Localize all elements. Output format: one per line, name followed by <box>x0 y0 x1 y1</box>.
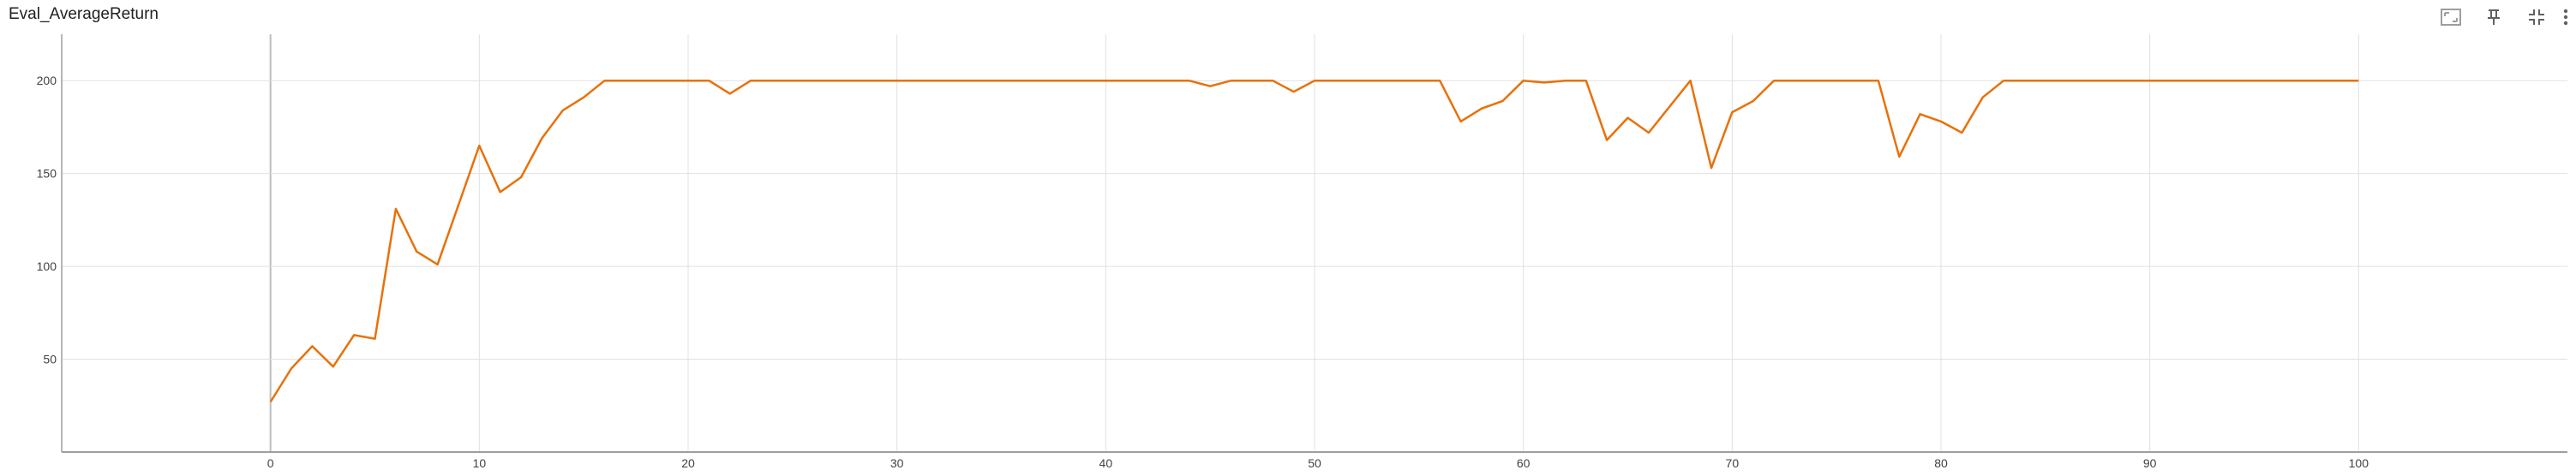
more-options-icon[interactable] <box>2552 3 2576 31</box>
x-tick-label: 90 <box>2143 456 2157 470</box>
x-tick-label: 70 <box>1726 456 1740 470</box>
x-tick-label: 40 <box>1099 456 1113 470</box>
y-tick-label: 150 <box>37 167 57 181</box>
chart-title: Eval_AverageReturn <box>9 5 159 23</box>
x-tick-label: 60 <box>1517 456 1531 470</box>
x-tick-label: 10 <box>473 456 487 470</box>
y-tick-label: 50 <box>43 353 57 366</box>
series-line <box>269 79 2359 403</box>
y-tick-label: 200 <box>37 74 57 87</box>
x-tick-label: 50 <box>1308 456 1321 470</box>
x-tick-label: 80 <box>1934 456 1948 470</box>
collapse-icon[interactable] <box>2523 3 2550 31</box>
y-tick-label: 100 <box>37 259 57 273</box>
x-tick-label: 20 <box>681 456 695 470</box>
pin-icon[interactable] <box>2480 3 2507 31</box>
x-tick-label: 0 <box>267 456 274 470</box>
fit-to-data-icon[interactable] <box>2437 3 2465 31</box>
x-tick-label: 30 <box>890 456 904 470</box>
x-tick-label: 100 <box>2349 456 2369 470</box>
